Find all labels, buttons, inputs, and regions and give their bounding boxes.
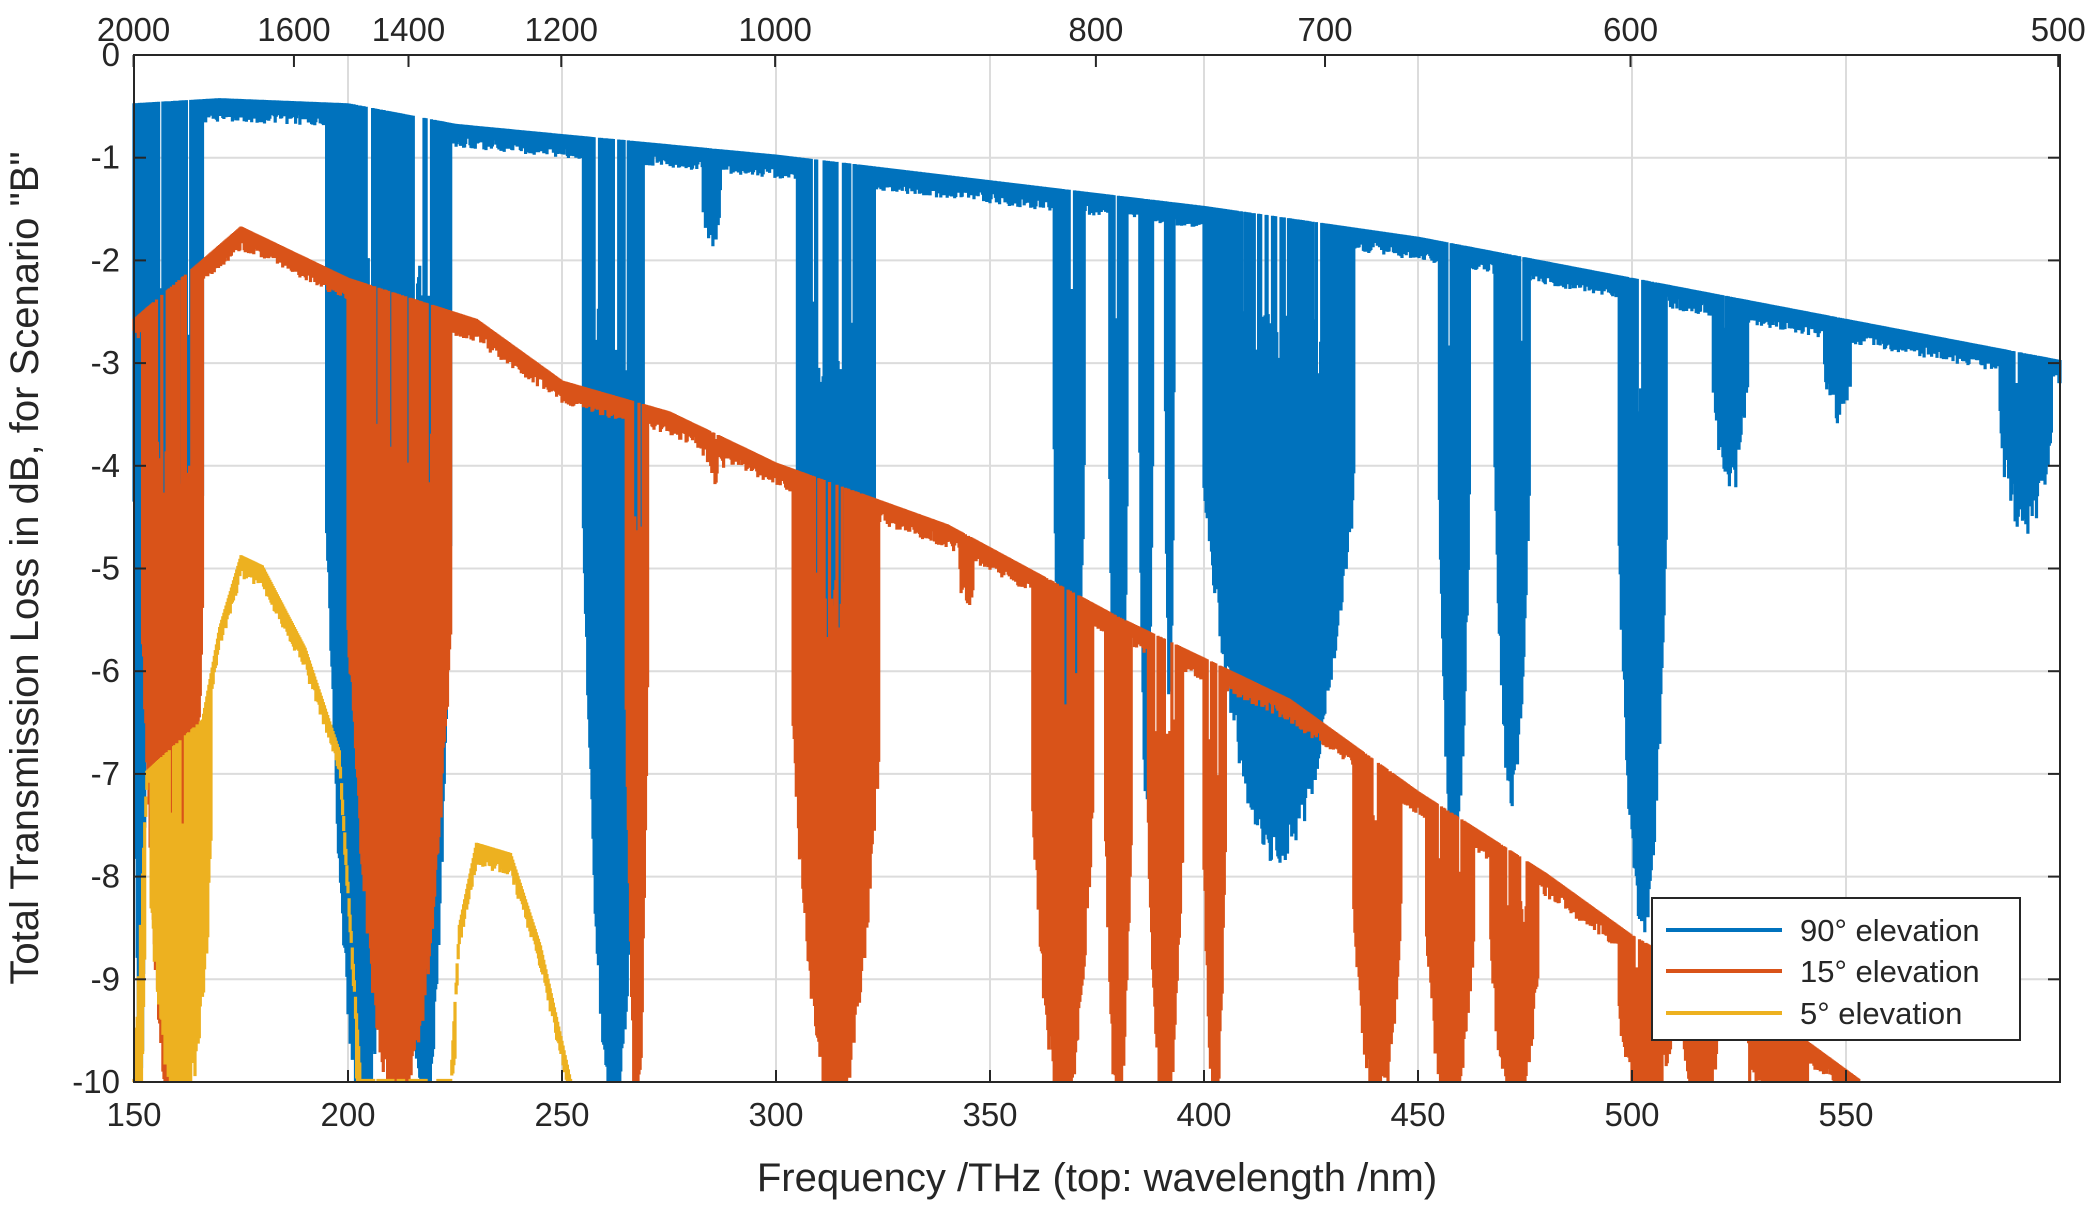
- y-axis-label: Total Transmission Loss in dB, for Scena…: [3, 151, 47, 984]
- y-tick-label: -6: [91, 652, 120, 689]
- y-tick-label: -8: [91, 858, 120, 895]
- y-tick-label: -3: [91, 344, 120, 381]
- top-tick-label: 1200: [525, 11, 598, 48]
- axes: 150 200 250 300 350 400 450 500 550 0 -1 -2 -3 -4 -5 -6…: [72, 11, 2085, 1133]
- top-tick-label: 700: [1297, 11, 1352, 48]
- legend: 90° elevation 15° elevation 5° elevation: [1651, 897, 2021, 1041]
- legend-label-90: 90° elevation: [1800, 913, 1980, 948]
- x-axis-label: Frequency /THz (top: wavelength /nm): [757, 1156, 1437, 1200]
- x-tick-label: 150: [106, 1096, 161, 1133]
- x-tick-label: 400: [1176, 1096, 1231, 1133]
- x-tick-label: 200: [320, 1096, 375, 1133]
- top-tick-label: 1600: [257, 11, 330, 48]
- x-tick-label: 350: [962, 1096, 1017, 1133]
- y-tick-label: -4: [91, 447, 120, 484]
- x-tick-label: 450: [1390, 1096, 1445, 1133]
- y-tick-label: -2: [91, 241, 120, 278]
- x-tick-label: 550: [1818, 1096, 1873, 1133]
- y-tick-label: -1: [91, 139, 120, 176]
- x-tick-label: 250: [534, 1096, 589, 1133]
- top-tick-label: 500: [2031, 11, 2086, 48]
- y-tick-label: -10: [72, 1063, 120, 1100]
- x-tick-label: 300: [748, 1096, 803, 1133]
- top-tick-label: 1000: [738, 11, 811, 48]
- y-tick-label: 0: [102, 36, 120, 73]
- y-tick-label: -9: [91, 960, 120, 997]
- x-tick-label: 500: [1604, 1096, 1659, 1133]
- top-tick-label: 800: [1068, 11, 1123, 48]
- legend-label-15: 15° elevation: [1800, 954, 1980, 989]
- legend-label-5: 5° elevation: [1800, 996, 1962, 1031]
- top-tick-label: 1400: [372, 11, 445, 48]
- top-tick-label: 2000: [97, 11, 170, 48]
- y-tick-label: -5: [91, 550, 120, 587]
- top-tick-label: 600: [1603, 11, 1658, 48]
- y-tick-label: -7: [91, 755, 120, 792]
